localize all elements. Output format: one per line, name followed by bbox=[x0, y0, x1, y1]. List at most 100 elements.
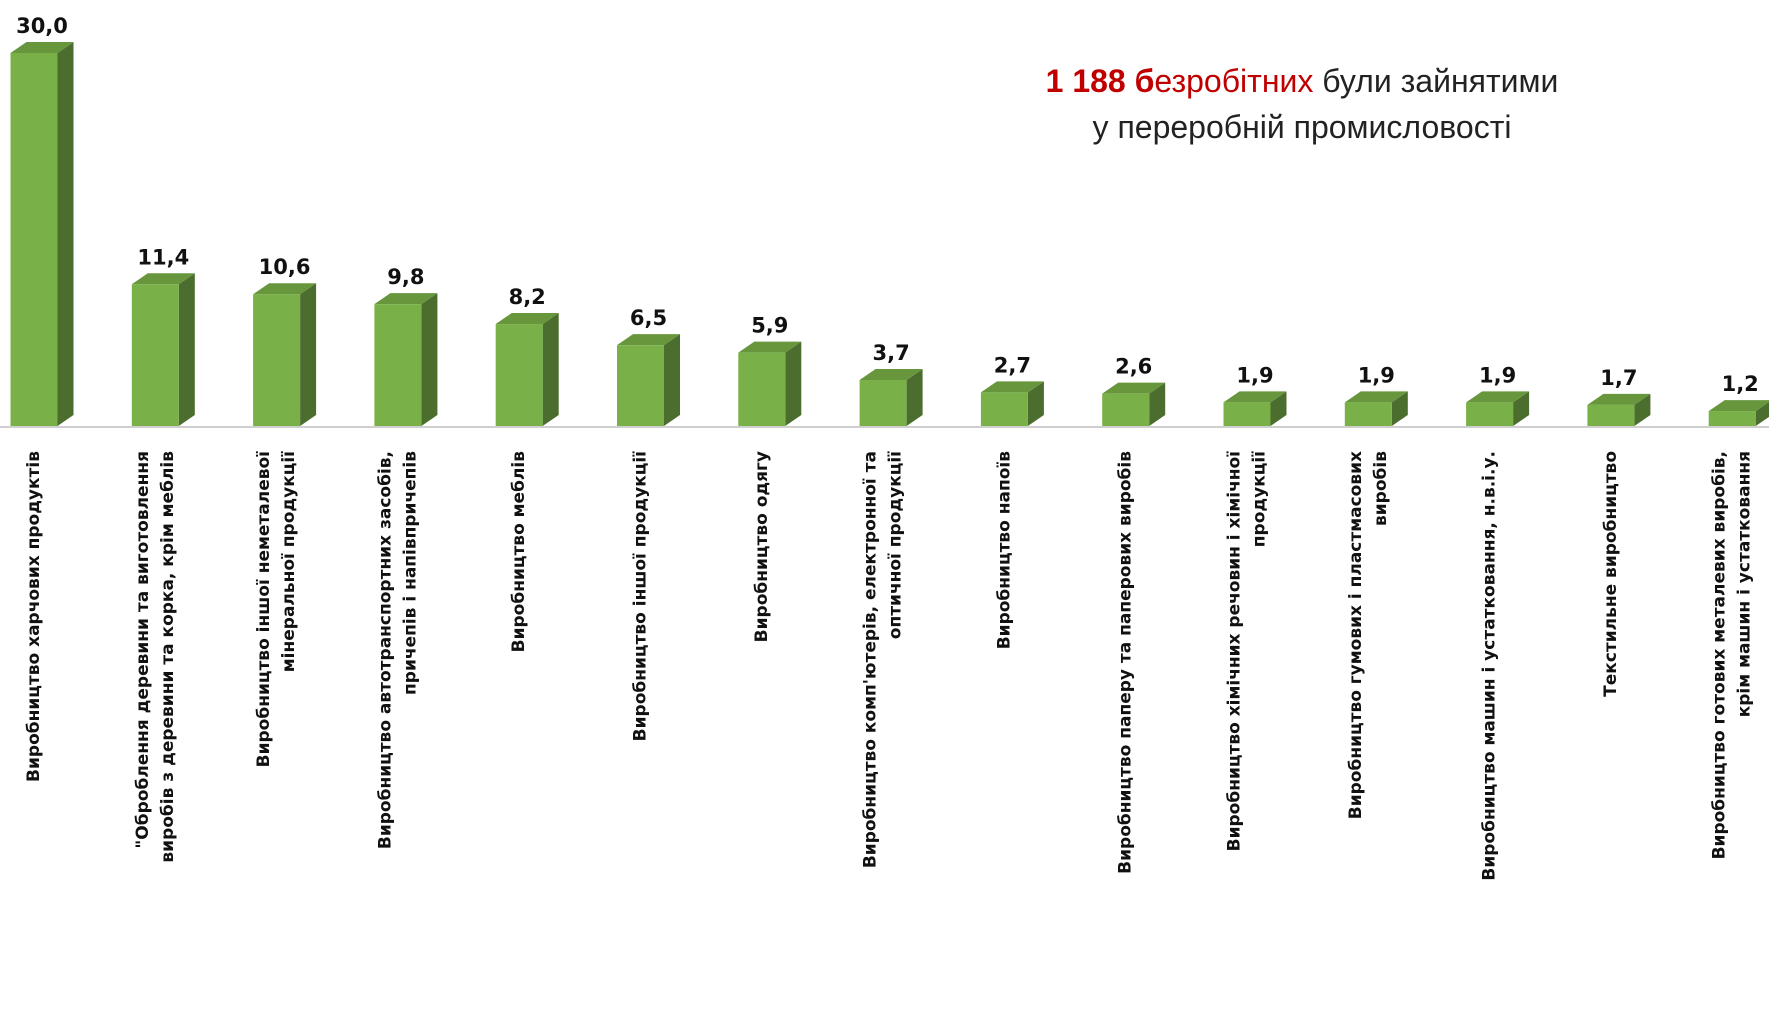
label-line: виробів з деревини та корка, крім меблів bbox=[158, 451, 178, 863]
bar bbox=[980, 381, 1044, 426]
bar-side bbox=[1270, 391, 1287, 426]
bar-side bbox=[664, 334, 680, 426]
bar-front bbox=[980, 392, 1028, 426]
bar-top bbox=[1587, 393, 1651, 405]
x-tick-label: Виробництво автотранспортних засобів, при… bbox=[375, 451, 420, 849]
bar-side bbox=[906, 368, 923, 426]
bar-top bbox=[10, 42, 74, 53]
bar-side bbox=[785, 341, 802, 426]
bar-side bbox=[1513, 391, 1530, 426]
bar bbox=[1708, 400, 1769, 426]
value-label: 9,8 bbox=[387, 265, 424, 289]
value-label: 30,0 bbox=[16, 14, 68, 38]
bar-front bbox=[253, 294, 301, 426]
bar-front bbox=[1223, 402, 1271, 426]
annotation: у переробній промисловості bbox=[1093, 109, 1512, 145]
value-label: 1,9 bbox=[1236, 363, 1273, 387]
bar-side bbox=[421, 293, 438, 426]
value-label: 8,2 bbox=[509, 285, 546, 309]
bar-top bbox=[1223, 391, 1287, 403]
bar-top bbox=[1344, 391, 1408, 403]
label-line: "Оброблення деревини та виготовлення bbox=[133, 451, 153, 849]
bar bbox=[859, 368, 923, 426]
bar-front bbox=[10, 53, 58, 426]
bar-front bbox=[859, 379, 907, 426]
label-line: Виробництво гумових і пластмасових bbox=[1346, 451, 1366, 819]
bar-top bbox=[1466, 391, 1530, 403]
label-line: Виробництво іншої неметалевої bbox=[254, 451, 274, 768]
value-label: 1,2 bbox=[1722, 372, 1759, 396]
value-label: 1,9 bbox=[1479, 363, 1516, 387]
bar-front bbox=[617, 345, 664, 426]
label-line: Виробництво хімічних речовин і хімічної bbox=[1225, 451, 1245, 852]
bar-side bbox=[300, 283, 317, 426]
label-line: Виробництво комп'ютерів, електронної та bbox=[861, 451, 881, 868]
label-line: Виробництво одягу bbox=[752, 451, 772, 642]
label-line: Виробництво харчових продуктів bbox=[24, 451, 44, 782]
bar bbox=[253, 283, 317, 426]
x-tick-label: Виробництво паперу та паперових виробів bbox=[1116, 451, 1136, 874]
label-line: крім машин і устатковання bbox=[1735, 451, 1755, 717]
bar-top bbox=[617, 334, 680, 346]
bar bbox=[131, 273, 195, 426]
value-label: 2,6 bbox=[1115, 355, 1152, 379]
bar bbox=[1223, 391, 1287, 426]
bar-side bbox=[1149, 382, 1166, 426]
label-line: Виробництво машин і устатковання, н.в.і.… bbox=[1480, 451, 1500, 881]
bar bbox=[1344, 391, 1408, 426]
label-line: продукції bbox=[1250, 451, 1270, 547]
annotation: 1 188 безробітних були зайнятими bbox=[1046, 63, 1559, 99]
value-label: 6,5 bbox=[630, 306, 667, 330]
label-line: Виробництво іншої продукції bbox=[631, 451, 651, 741]
bar-top bbox=[738, 341, 802, 353]
bar-top bbox=[131, 273, 195, 285]
label-line: Виробництво готових металевих виробів, bbox=[1710, 451, 1730, 859]
value-label: 5,9 bbox=[751, 314, 788, 338]
bar-side bbox=[1634, 393, 1651, 426]
label-line: виробів bbox=[1371, 451, 1391, 526]
label-line: причепів і напівпричепів bbox=[400, 451, 420, 695]
value-label: 10,6 bbox=[259, 255, 311, 279]
bar-front bbox=[1466, 402, 1514, 426]
bar-top bbox=[374, 293, 438, 305]
bar-front bbox=[738, 352, 786, 426]
x-tick-label: Виробництво харчових продуктів bbox=[24, 451, 44, 782]
bar bbox=[1102, 382, 1166, 426]
bar-top bbox=[495, 313, 559, 325]
bar-front bbox=[131, 284, 179, 426]
bar-side bbox=[57, 42, 74, 426]
value-label: 2,7 bbox=[994, 353, 1031, 377]
x-tick-label: Текстильне виробництво bbox=[1601, 451, 1621, 697]
bar-top bbox=[980, 381, 1044, 393]
bar-front bbox=[1587, 404, 1635, 426]
x-tick-label: Виробництво комп'ютерів, електронної та о… bbox=[861, 451, 906, 868]
annotation-part: 1 188 б bbox=[1046, 63, 1155, 99]
bar bbox=[495, 313, 559, 426]
x-tick-label: Виробництво машин і устатковання, н.в.і.… bbox=[1480, 451, 1500, 881]
bar bbox=[374, 293, 438, 426]
annotation-part: езробітних bbox=[1154, 63, 1313, 99]
bar-top bbox=[1708, 400, 1769, 412]
x-tick-label: Виробництво гумових і пластмасових виробі… bbox=[1346, 451, 1391, 819]
label-line: Виробництво меблів bbox=[509, 451, 529, 653]
bar-side bbox=[1755, 401, 1769, 426]
bar-front bbox=[495, 324, 543, 426]
x-tick-label: Виробництво іншої неметалевої мінеральної… bbox=[254, 451, 299, 768]
annotation-part: у переробній промисловості bbox=[1093, 109, 1512, 145]
value-label: 1,9 bbox=[1358, 363, 1395, 387]
bar-side bbox=[542, 313, 559, 426]
x-tick-label: Виробництво одягу bbox=[752, 451, 772, 642]
bar-front bbox=[374, 304, 422, 426]
label-line: Виробництво паперу та паперових виробів bbox=[1116, 451, 1136, 874]
bar-top bbox=[1102, 382, 1166, 394]
value-label: 11,4 bbox=[137, 245, 189, 269]
bar-side bbox=[178, 273, 195, 426]
label-line: Виробництво напоїв bbox=[994, 451, 1014, 650]
label-line: Виробництво автотранспортних засобів, bbox=[375, 451, 395, 849]
x-tick-label: "Оброблення деревини та виготовлення виро… bbox=[133, 451, 178, 863]
value-label: 1,7 bbox=[1600, 366, 1637, 390]
label-line: Текстильне виробництво bbox=[1601, 451, 1621, 697]
bar-side bbox=[1391, 391, 1408, 426]
x-tick-label: Виробництво іншої продукції bbox=[631, 451, 651, 741]
